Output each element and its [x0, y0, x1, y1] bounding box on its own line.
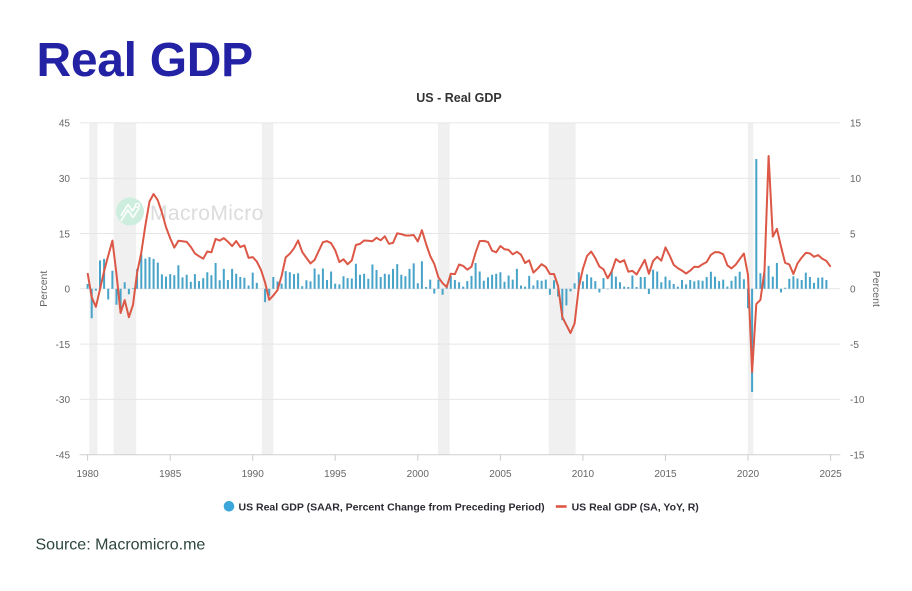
- svg-text:1980: 1980: [76, 469, 99, 480]
- svg-text:2005: 2005: [489, 469, 512, 480]
- svg-text:10: 10: [850, 174, 862, 185]
- svg-text:Real GDP: Real GDP: [37, 34, 253, 87]
- svg-text:15: 15: [59, 229, 71, 240]
- svg-text:0: 0: [64, 285, 70, 296]
- svg-text:15: 15: [850, 119, 862, 130]
- svg-text:-15: -15: [850, 451, 865, 462]
- svg-text:-30: -30: [56, 395, 71, 406]
- svg-text:1990: 1990: [242, 469, 265, 480]
- svg-text:US Real GDP (SAAR, Percent Cha: US Real GDP (SAAR, Percent Change from P…: [239, 502, 545, 514]
- svg-text:Percent: Percent: [38, 271, 50, 307]
- svg-text:45: 45: [59, 119, 71, 130]
- svg-text:Percent: Percent: [870, 271, 882, 307]
- svg-text:-45: -45: [56, 451, 71, 462]
- svg-text:Source: Macromicro.me: Source: Macromicro.me: [36, 537, 206, 554]
- svg-text:1995: 1995: [324, 469, 347, 480]
- svg-text:US Real GDP (SA, YoY, R): US Real GDP (SA, YoY, R): [572, 502, 699, 514]
- svg-text:2010: 2010: [572, 469, 595, 480]
- svg-text:US - Real GDP: US - Real GDP: [416, 91, 501, 105]
- svg-text:-10: -10: [850, 395, 865, 406]
- svg-text:5: 5: [850, 229, 856, 240]
- svg-text:2025: 2025: [819, 469, 842, 480]
- svg-text:30: 30: [59, 174, 71, 185]
- svg-text:0: 0: [850, 285, 856, 296]
- svg-text:2020: 2020: [737, 469, 760, 480]
- svg-text:-5: -5: [850, 340, 859, 351]
- svg-text:2000: 2000: [407, 469, 430, 480]
- svg-text:MacroMicro: MacroMicro: [150, 202, 264, 225]
- svg-text:2015: 2015: [654, 469, 677, 480]
- svg-text:1985: 1985: [159, 469, 182, 480]
- svg-text:-15: -15: [56, 340, 71, 351]
